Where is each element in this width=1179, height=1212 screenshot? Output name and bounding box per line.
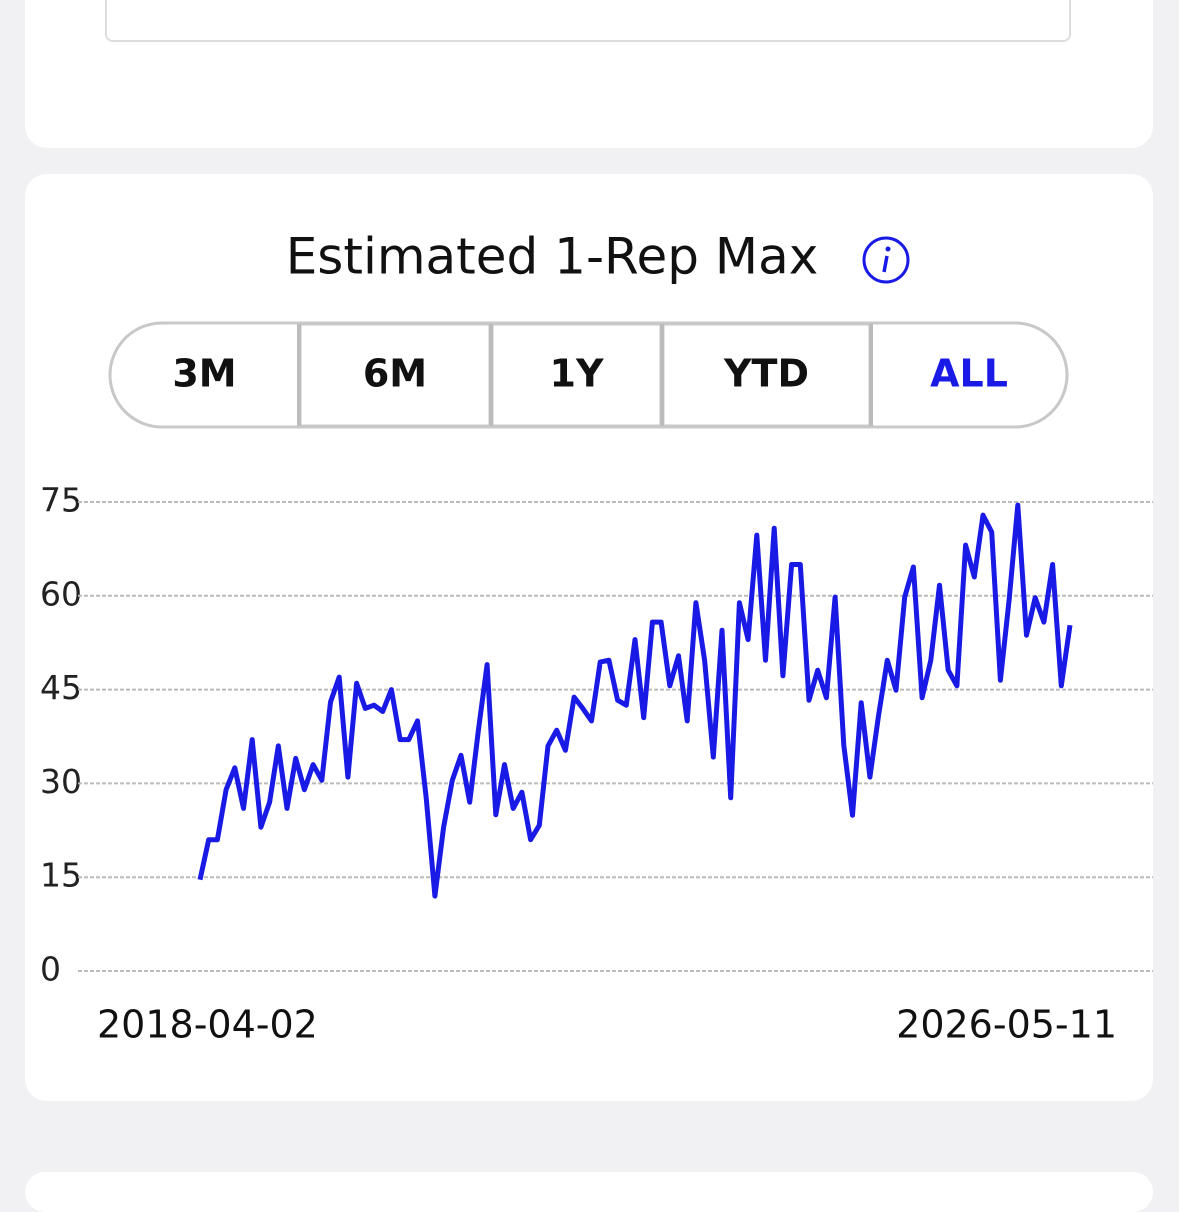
range-label[interactable]: YTD <box>723 352 809 396</box>
screen: 73 kg Estimated 1-Rep Max 3M 6M 1Y YTD ALL 0 1… <box>25 0 1153 1212</box>
range-label[interactable]: 3M <box>172 352 236 396</box>
chart-title: Estimated 1-Rep Max <box>286 228 819 286</box>
range-label[interactable]: ALL <box>930 352 1008 396</box>
y-tick-label: 60 <box>40 574 82 613</box>
range-button[interactable] <box>661 322 872 428</box>
stat-box: 73 kg <box>105 0 1071 42</box>
chart: Estimated 1-Rep Max 3M 6M 1Y YTD ALL 0 15 30 45 6… <box>40 228 1153 1047</box>
y-tick-label: 45 <box>40 668 82 707</box>
stat-card: 73 kg <box>25 0 1153 148</box>
y-tick-label: 75 <box>40 481 82 520</box>
x-tick-label: 2018-04-02 <box>97 1003 318 1047</box>
y-tick-label: 30 <box>40 762 82 801</box>
range-label[interactable]: 1Y <box>550 352 604 396</box>
range-label[interactable]: 6M <box>363 352 427 396</box>
y-tick-label: 0 <box>40 950 61 989</box>
info-icon[interactable] <box>862 236 910 284</box>
x-tick-label: 2026-05-11 <box>896 1003 1117 1047</box>
data-line <box>197 502 1073 899</box>
y-tick-label: 15 <box>40 856 82 895</box>
